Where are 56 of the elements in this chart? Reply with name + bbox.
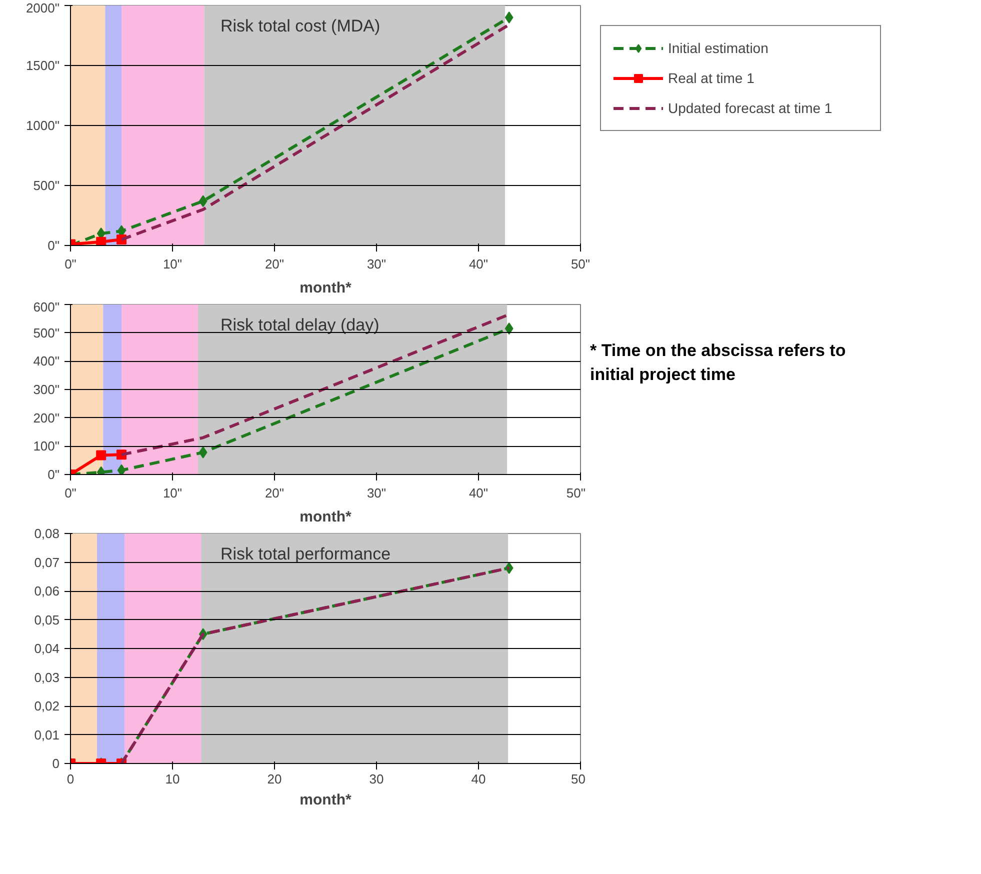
y-tick-label: 300" (33, 382, 60, 397)
point (96, 450, 106, 460)
x-tick-label: 10" (162, 486, 182, 500)
x-tick-label: 0 (66, 772, 74, 786)
x-tick-label: 0" (64, 256, 77, 272)
x-tick-label: 30 (369, 772, 384, 786)
x-axis-title: month* (300, 508, 352, 526)
text: Risk total performance (220, 544, 391, 564)
x-tick-label: 10 (165, 772, 180, 786)
x-tick-label: 30" (366, 486, 386, 500)
x-tick-label: 40" (468, 256, 488, 272)
y-tick-label: 0" (48, 467, 60, 482)
point (198, 446, 208, 458)
y-tick-label: 2000" (26, 0, 60, 16)
y-tick-label: 600" (33, 300, 60, 314)
y-tick-label: 0,08 (34, 526, 60, 541)
text: Risk total cost (MDA) (220, 16, 380, 36)
point (504, 322, 514, 335)
x-tick-label: 20" (264, 486, 284, 500)
legend-label: Updated forecast at time 1 (668, 100, 834, 116)
x-tick-label: 20" (264, 256, 284, 272)
x-tick-label: 10" (162, 256, 182, 272)
point (198, 195, 208, 208)
legend-label: Initial estimation (668, 40, 770, 56)
y-tick-label: 1500" (26, 58, 60, 73)
x-tick-label: 0" (64, 486, 77, 500)
y-tick-label: 100" (33, 438, 60, 454)
x-axis-title: month* (300, 280, 352, 296)
y-tick-label: 400" (33, 354, 60, 369)
y-tick-label: 0,04 (34, 641, 60, 656)
y-tick-label: 0,05 (34, 612, 60, 628)
y-tick-label: 500" (33, 325, 60, 340)
point (117, 464, 126, 474)
x-tick-label: 50" (570, 256, 590, 272)
x-tick-label: 30" (366, 256, 386, 272)
legend-label: Real at time 1 (668, 70, 756, 86)
y-tick-label: 0,06 (34, 584, 60, 598)
y-tick-label: 500" (33, 178, 60, 193)
x-tick-label: 40 (471, 772, 486, 786)
y-tick-label: 0,03 (34, 670, 60, 685)
y-tick-label: 0 (52, 756, 60, 771)
y-tick-label: 200" (33, 410, 60, 426)
point (96, 236, 106, 246)
text: Risk total delay (day) (220, 316, 380, 334)
x-axis-title: month* (300, 792, 352, 808)
y-tick-label: 0" (48, 238, 60, 253)
x-tick-label: 20 (267, 772, 282, 786)
y-tick-label: 1000" (26, 118, 60, 133)
y-tick-label: 0,02 (34, 698, 60, 714)
x-tick-label: 40" (468, 486, 488, 500)
y-tick-label: 0,07 (34, 554, 60, 570)
text: * Time on the abscissa refers to initial project time (590, 340, 847, 386)
point (504, 12, 514, 24)
x-tick-label: 50" (566, 486, 586, 500)
y-tick-label: 0,01 (34, 727, 60, 742)
x-tick-label: 50 (571, 772, 586, 786)
